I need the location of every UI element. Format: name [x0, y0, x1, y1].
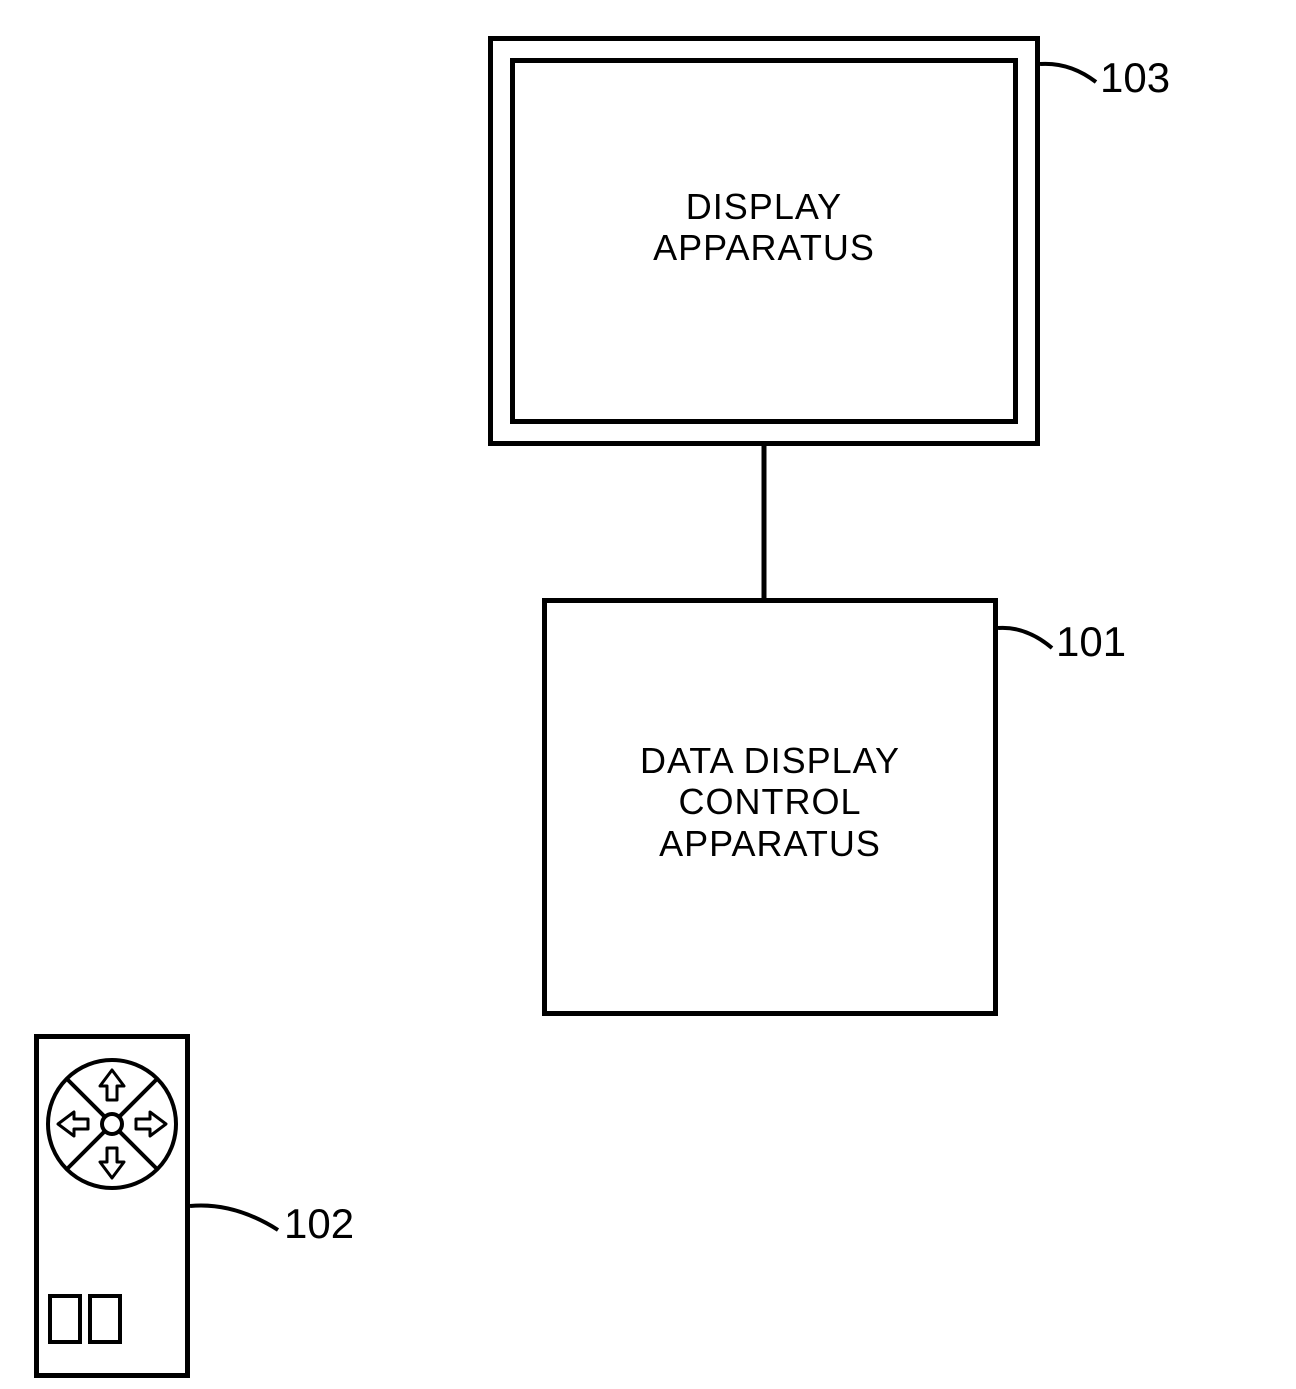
remote-ref-leader: [190, 1196, 280, 1240]
remote-node: [34, 1034, 190, 1378]
diagram-canvas: DISPLAY APPARATUS 103 DATA DISPLAY CONTR…: [0, 0, 1296, 1389]
control-ref-leader: [998, 618, 1056, 658]
control-apparatus-label: DATA DISPLAY CONTROL APPARATUS: [542, 740, 998, 864]
remote-ref-number: 102: [284, 1200, 354, 1248]
connector-display-to-control: [760, 446, 768, 598]
display-ref-leader: [1040, 54, 1100, 94]
control-ref-number: 101: [1056, 618, 1126, 666]
display-ref-number: 103: [1100, 54, 1170, 102]
display-apparatus-label: DISPLAY APPARATUS: [488, 186, 1040, 269]
